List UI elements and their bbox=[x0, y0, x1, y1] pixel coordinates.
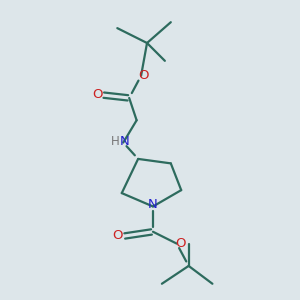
Text: O: O bbox=[92, 88, 102, 101]
Text: O: O bbox=[176, 236, 186, 250]
Text: O: O bbox=[138, 69, 149, 82]
Text: N: N bbox=[120, 135, 130, 148]
Text: N: N bbox=[148, 199, 158, 212]
Text: O: O bbox=[112, 229, 123, 242]
Text: H: H bbox=[111, 135, 119, 148]
